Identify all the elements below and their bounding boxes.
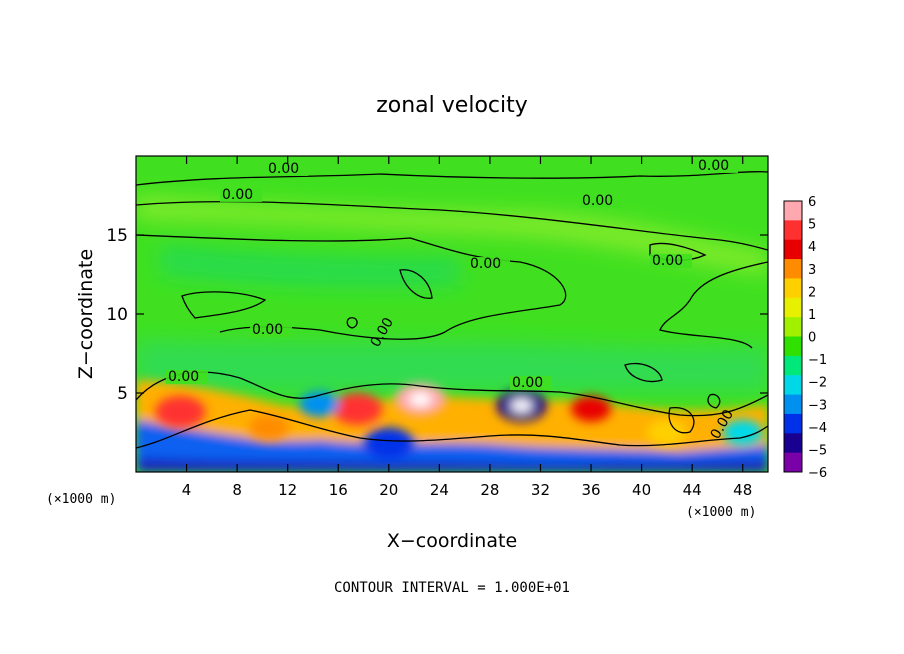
colorbar-swatch (784, 413, 802, 434)
contour-label: 0.00 (268, 161, 299, 177)
contour-label: 0.00 (470, 256, 501, 272)
colorbar-swatch (784, 297, 802, 318)
colorbar-tick-label: 3 (808, 263, 816, 278)
contour-line (181, 291, 267, 319)
anomaly-core (510, 398, 533, 413)
colorbar-swatch (784, 259, 802, 279)
contour-label-bg (166, 370, 208, 384)
anomaly-blob (155, 395, 206, 428)
x-tick-label: 16 (329, 481, 348, 499)
contour-label: 0.00 (512, 375, 543, 391)
x-tick-label: 8 (232, 481, 242, 499)
x-tick-label: 4 (182, 481, 192, 499)
colorbar-tick-label: 4 (808, 240, 816, 255)
colorbar-frame (783, 200, 803, 473)
contour-line (136, 409, 768, 449)
contour-labels: 0.000.00 0.000.000.000.000.00 0.000.000.00… (166, 158, 738, 442)
contour-label-bg (250, 323, 292, 337)
contour-label: 0.00 (222, 187, 253, 203)
contour-label-bg (220, 188, 262, 202)
x-tick-label: 40 (632, 481, 651, 499)
contour-label-bg (510, 376, 552, 390)
x-axis-label: X−coordinate (387, 530, 517, 552)
colorbar-swatch (784, 394, 802, 415)
colorbar-swatch (784, 317, 802, 337)
contour-line (659, 261, 768, 349)
contour-label-bg (580, 194, 622, 208)
anomaly-blob (571, 396, 612, 422)
colorbar-swatch (784, 336, 802, 357)
colorbar-tick-label: 1 (808, 308, 816, 323)
contour-label: 0.00 (652, 253, 683, 269)
colorbar-tick-label: 5 (808, 218, 816, 233)
x-tick-label: 48 (733, 481, 752, 499)
lower-field (136, 380, 768, 472)
contour-line (624, 362, 663, 383)
contour-line (399, 269, 433, 299)
y-tick-label: 5 (117, 384, 128, 404)
colorbar-swatch (784, 355, 802, 376)
colorbar: 6 5 4 3 2 1 0 −1 −2 −3 −4 −5 −6 (783, 195, 827, 481)
anomaly-blob (646, 419, 687, 446)
colorbar-tick-label: 6 (808, 195, 816, 210)
colorbar-tick-label: −2 (808, 376, 827, 391)
colorbar-swatch (784, 201, 802, 221)
x-tick-label: 12 (278, 481, 297, 499)
x-unit-right: (×1000 m) (686, 505, 756, 520)
contour-label-bg (266, 162, 308, 176)
colorbar-tick-label: −6 (808, 466, 827, 481)
y-tick-label: 15 (106, 226, 128, 246)
anomaly-core (409, 392, 432, 407)
colorbar-tick-label: −3 (808, 398, 827, 413)
y-tick-label: 10 (106, 305, 128, 325)
contour-label: 0.00 (582, 193, 613, 209)
x-tick-label: 44 (683, 481, 702, 499)
contour-label-bg (650, 254, 692, 268)
colorbar-tick-label: −5 (808, 443, 827, 458)
contour-label-bg (696, 159, 738, 173)
x-tick-label: 36 (581, 481, 600, 499)
colorbar-tick-label: −4 (808, 421, 827, 436)
contour-label-bg (468, 257, 510, 271)
colorbar-swatch (784, 239, 802, 260)
anomaly-blob (248, 414, 289, 441)
contour-label: 0.00 (698, 158, 729, 174)
colorbar-swatch (784, 220, 802, 241)
x-tick-label: 24 (430, 481, 449, 499)
anomaly-blob (363, 427, 414, 460)
plot-area: 0.000.00 0.000.000.000.000.00 0.000.000.00… (136, 156, 768, 472)
x-axis: 4 8 12 16 20 24 28 32 36 40 44 48 (182, 156, 752, 499)
contour-line (136, 371, 768, 417)
x-tick-label: 20 (379, 481, 398, 499)
colorbar-tick-label: −1 (808, 353, 827, 368)
x-tick-label: 32 (531, 481, 550, 499)
contour-label: 0.00 (168, 369, 199, 385)
x-tick-label: 28 (480, 481, 499, 499)
colorbar-swatch (784, 452, 802, 473)
y-axis-label: Z−coordinate (75, 249, 97, 379)
y-axis: 5 10 15 (106, 226, 768, 404)
colorbar-swatch (784, 433, 802, 454)
contour-line (136, 171, 768, 186)
contour-line (668, 407, 695, 434)
colorbar-tick-label: 0 (808, 331, 816, 346)
contour-line (136, 234, 567, 340)
contour-label: 0.00 (252, 322, 283, 338)
contour-lines (136, 171, 768, 449)
x-unit-left: (×1000 m) (46, 492, 116, 507)
contour-line (707, 393, 721, 409)
colorbar-swatch (784, 375, 802, 395)
contour-line (346, 317, 358, 329)
chart-title: zonal velocity (376, 93, 528, 118)
upper-field (136, 195, 768, 392)
anomaly-blob (332, 392, 383, 425)
colorbar-tick-label: 2 (808, 285, 816, 300)
contour-interval-note: CONTOUR INTERVAL = 1.000E+01 (334, 580, 570, 596)
colorbar-swatch (784, 278, 802, 299)
anomaly-layer (155, 383, 763, 460)
